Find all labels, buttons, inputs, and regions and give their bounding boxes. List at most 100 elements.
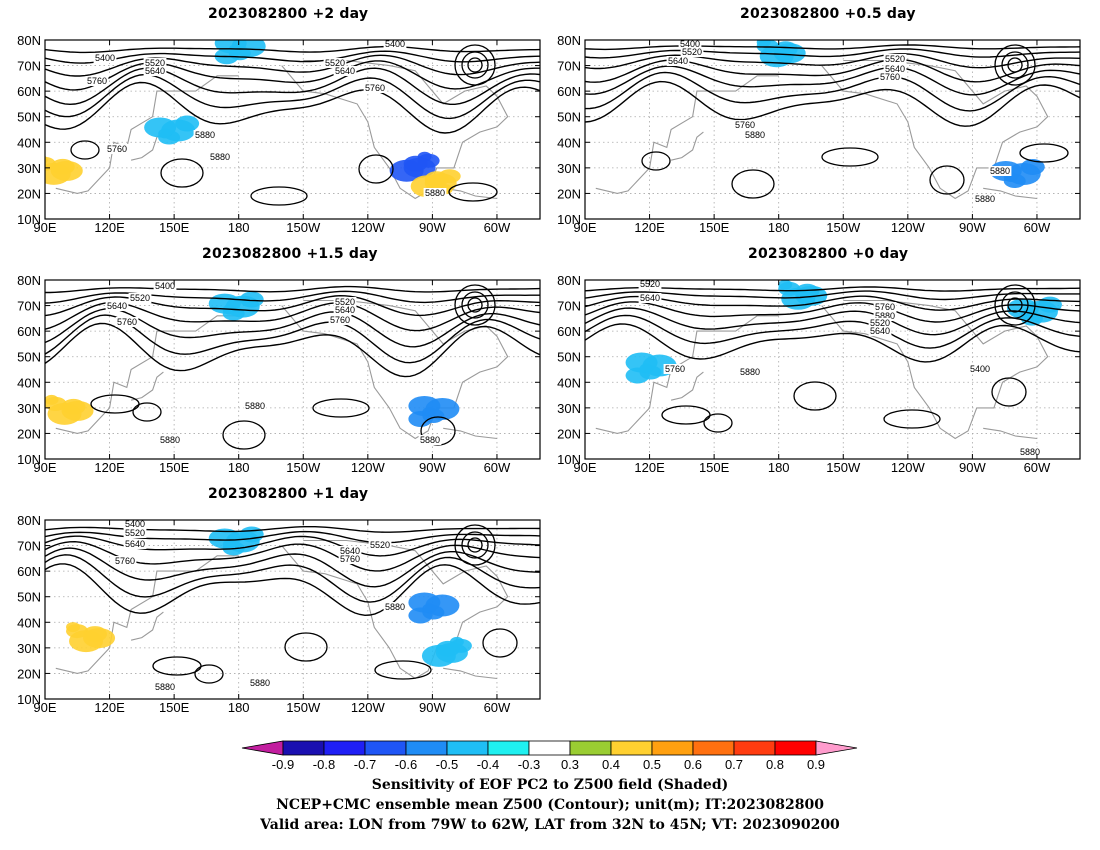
contour-label: 5520 bbox=[370, 540, 390, 550]
contour-label-bg bbox=[383, 40, 407, 49]
x-tick-label: 150W bbox=[286, 460, 321, 475]
contour-label: 5640 bbox=[125, 539, 145, 549]
y-tick-label: 20N bbox=[557, 426, 581, 441]
contour-label: 5760 bbox=[365, 83, 385, 93]
x-tick-label: 180 bbox=[768, 220, 790, 235]
y-tick-label: 40N bbox=[17, 615, 41, 630]
contour-low bbox=[467, 537, 483, 553]
contour-label: 5880 bbox=[240, 457, 260, 467]
contour-label: 5760 bbox=[735, 120, 755, 130]
sensitivity-shade bbox=[625, 352, 658, 373]
x-tick-label: 90W bbox=[419, 220, 446, 235]
colorbar-swatch bbox=[692, 740, 735, 756]
coastline bbox=[983, 187, 1038, 200]
contour-label-bg bbox=[93, 53, 117, 63]
plot-frame bbox=[44, 39, 541, 220]
contour-label-bg bbox=[988, 166, 1012, 176]
contour-label: 5880 bbox=[975, 194, 995, 204]
contour-label-bg bbox=[128, 293, 152, 303]
map-plot: 5400 552056405760588054005520564057605760… bbox=[17, 33, 541, 235]
y-tick-label: 50N bbox=[17, 590, 41, 605]
colorbar-swatch bbox=[651, 740, 694, 756]
contour-closed bbox=[312, 398, 370, 418]
map-panel: 2023082800 +2 day 5400 5520 5640 5760 5880 54… bbox=[0, 0, 550, 240]
colorbar-label: 0.4 bbox=[602, 757, 620, 772]
x-tick-label: 60W bbox=[484, 700, 511, 715]
colorbar-label: -0.4 bbox=[477, 757, 499, 772]
plot-frame bbox=[584, 39, 1081, 220]
contour-label-bg bbox=[143, 58, 167, 68]
x-tick-label: 90E bbox=[573, 460, 596, 475]
contour-line bbox=[45, 67, 540, 106]
coastline bbox=[55, 315, 239, 434]
contour-label-bg bbox=[328, 315, 352, 325]
sensitivity-shade bbox=[408, 592, 441, 613]
contour-low bbox=[994, 44, 1036, 86]
contour-label-bg bbox=[868, 326, 892, 336]
contour-line bbox=[585, 71, 1080, 112]
x-tick-label: 180 bbox=[228, 220, 250, 235]
panel-title: 2023082800 +1 day bbox=[208, 486, 369, 502]
contour-label-bg bbox=[123, 528, 147, 538]
coastline bbox=[983, 427, 1038, 440]
contour-label-bg bbox=[873, 311, 897, 321]
contour-label-bg bbox=[333, 66, 357, 76]
coastline bbox=[821, 59, 1049, 200]
y-tick-label: 20N bbox=[17, 186, 41, 201]
x-tick-label: 120E bbox=[94, 460, 125, 475]
coastline bbox=[595, 315, 779, 434]
x-tick-label: 120W bbox=[351, 460, 386, 475]
contour-label: 5760 bbox=[330, 315, 350, 325]
contour-label: 5640 bbox=[335, 66, 355, 76]
contour-label: 5760 bbox=[115, 556, 135, 566]
contour-line bbox=[45, 554, 540, 603]
plot-frame bbox=[44, 519, 541, 700]
colorbar-label: -0.3 bbox=[518, 757, 540, 772]
y-tick-label: 60N bbox=[17, 324, 41, 339]
colorbar-arrow-right bbox=[815, 740, 858, 756]
contour-low bbox=[454, 284, 496, 326]
contour-line bbox=[45, 547, 540, 588]
contour-closed bbox=[661, 405, 711, 425]
contour-label: 5520 bbox=[125, 528, 145, 538]
contour-label: 5880 bbox=[875, 311, 895, 321]
contour-line bbox=[45, 322, 540, 378]
y-tick-label: 80N bbox=[17, 513, 41, 528]
contour-closed bbox=[284, 632, 328, 662]
contour-closed bbox=[374, 660, 432, 680]
colorbar-label: 0.5 bbox=[643, 757, 661, 772]
x-tick-label: 90E bbox=[33, 220, 56, 235]
contour-label: 5640 bbox=[668, 56, 688, 66]
footer-title: Sensitivity of EOF PC2 to Z500 field (Sh… bbox=[371, 777, 729, 793]
y-tick-label: 80N bbox=[557, 273, 581, 288]
plot-area: 5400 552056405760588054005520564057605760… bbox=[45, 40, 540, 219]
contour-label: 5520 bbox=[682, 47, 702, 57]
sensitivity-shade bbox=[435, 642, 468, 663]
contour-label: 5400 bbox=[125, 519, 145, 529]
sensitivity-shade bbox=[66, 624, 89, 639]
colorbar-label: 0.3 bbox=[561, 757, 579, 772]
contour-label: 5880 bbox=[155, 682, 175, 692]
contour-line bbox=[585, 65, 1080, 96]
contour-closed bbox=[70, 140, 100, 160]
contour-label: 5760 bbox=[875, 302, 895, 312]
contour-label-bg bbox=[113, 556, 137, 566]
contour-label-bg bbox=[973, 194, 997, 204]
contour-closed bbox=[132, 402, 162, 422]
contour-label: 5880 bbox=[195, 130, 215, 140]
sensitivity-shade bbox=[214, 40, 247, 54]
contour-low bbox=[467, 57, 483, 73]
colorbar-label: -0.8 bbox=[313, 757, 335, 772]
contour-label: 5520 bbox=[335, 297, 355, 307]
contour-label: 5400 bbox=[680, 39, 700, 49]
x-tick-label: 150E bbox=[159, 220, 190, 235]
contour-closed bbox=[90, 394, 140, 414]
coastline bbox=[55, 75, 239, 194]
x-tick-label: 90W bbox=[959, 460, 986, 475]
contour-label: 5760 bbox=[665, 364, 685, 374]
sensitivity-shade bbox=[778, 281, 801, 296]
contour-label: 5520 bbox=[145, 58, 165, 68]
contour-label-bg bbox=[123, 539, 147, 549]
contour-line bbox=[585, 314, 1080, 349]
contour-label: 5880 bbox=[160, 435, 180, 445]
